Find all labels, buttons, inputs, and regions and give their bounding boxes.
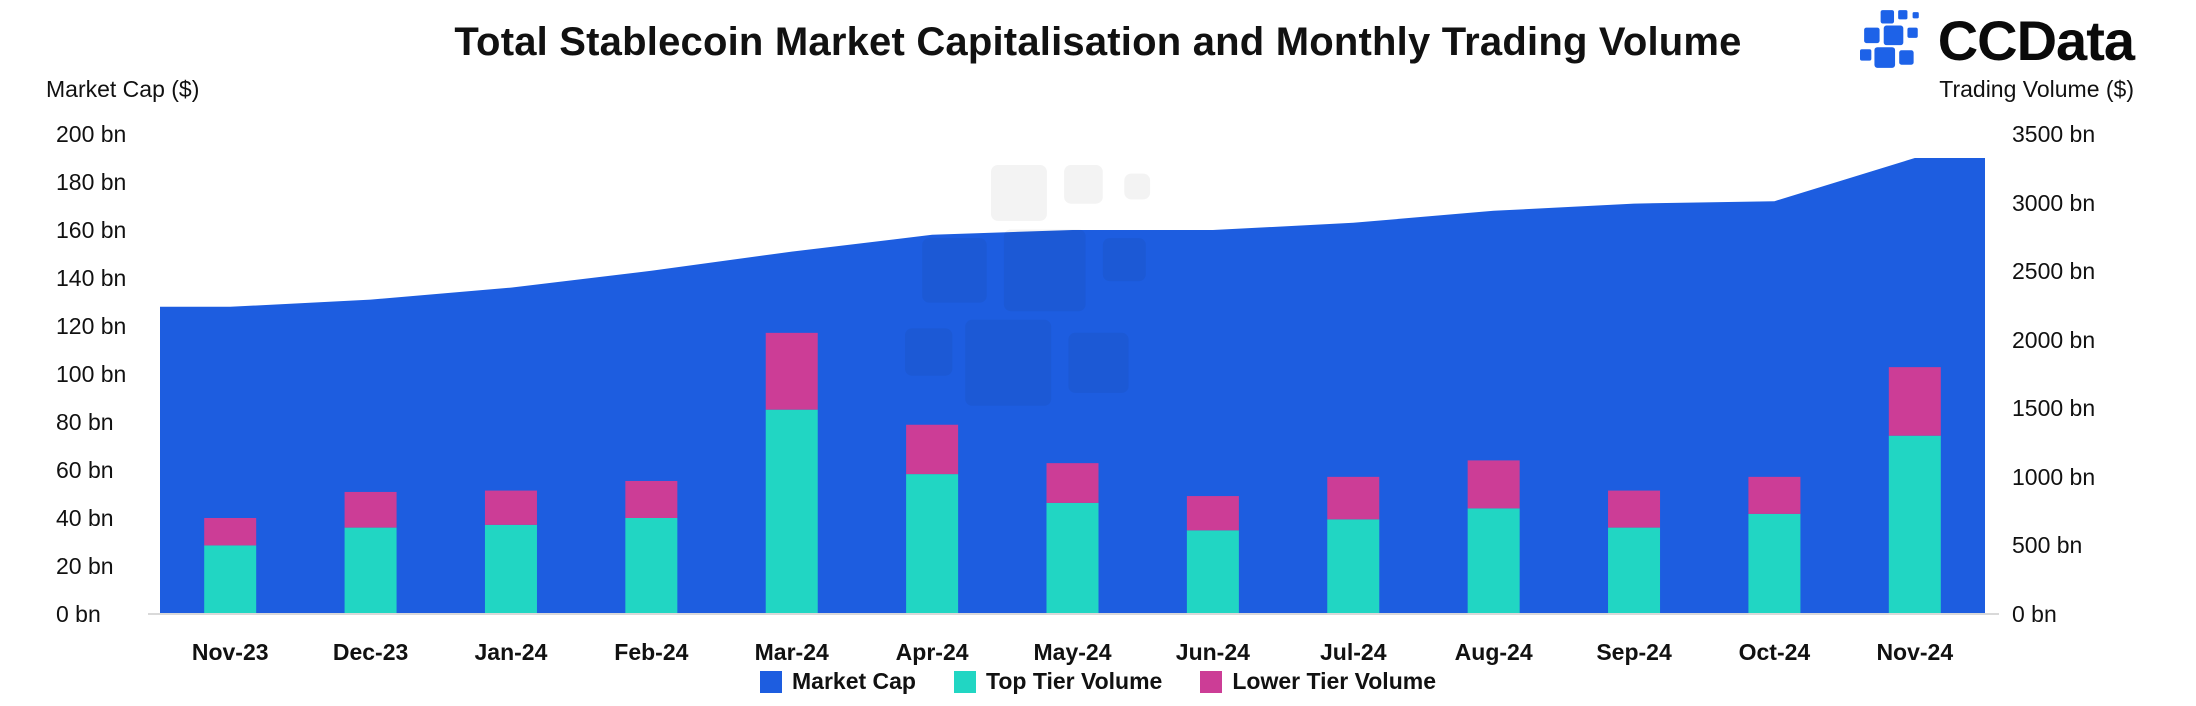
left-axis-tick: 180 bn	[56, 169, 127, 195]
legend-label: Market Cap	[792, 668, 916, 694]
legend-item-lower-tier-volume: Lower Tier Volume	[1200, 668, 1436, 695]
legend-item-market-cap: Market Cap	[760, 668, 916, 695]
right-axis-tick: 3500 bn	[2012, 121, 2096, 147]
chart-legend: Market Cap Top Tier Volume Lower Tier Volu…	[0, 668, 2196, 695]
left-axis-tick: 200 bn	[56, 121, 127, 147]
lower-tier-volume-bar	[1186, 496, 1239, 531]
top-tier-volume-bar	[344, 527, 397, 614]
x-axis-label: Oct-24	[1738, 639, 1811, 665]
x-axis-label: Apr-24	[895, 639, 969, 665]
legend-label: Lower Tier Volume	[1232, 668, 1436, 694]
top-tier-volume-bar	[1186, 530, 1239, 614]
watermark-logo	[905, 165, 1151, 406]
ccdata-logo-icon	[1859, 9, 1919, 68]
top-tier-volume-bar	[1467, 508, 1520, 614]
top-tier-volume-bar	[204, 545, 257, 614]
left-axis-title: Market Cap ($)	[46, 76, 200, 102]
right-axis-tick: 0 bn	[2012, 601, 2057, 627]
left-axis-tick: 0 bn	[56, 601, 101, 627]
top-tier-volume-bar	[1327, 519, 1380, 614]
legend-swatch	[1200, 670, 1223, 693]
lower-tier-volume-bar	[1327, 476, 1380, 520]
x-axis-label: Jan-24	[474, 639, 548, 665]
x-axis-label: Dec-23	[332, 639, 409, 665]
legend-swatch	[760, 670, 782, 693]
left-axis-tick: 120 bn	[56, 313, 127, 339]
lower-tier-volume-bar	[1608, 490, 1661, 528]
x-axis-label: Jul-24	[1320, 639, 1387, 665]
x-axis-label: Aug-24	[1454, 639, 1533, 665]
lower-tier-volume-bar	[906, 424, 959, 475]
lower-tier-volume-bar	[1046, 463, 1099, 503]
x-axis-label: Feb-24	[614, 639, 689, 665]
lower-tier-volume-bar	[1748, 476, 1801, 514]
x-axis-label: Sep-24	[1596, 639, 1672, 665]
right-axis-tick: 1500 bn	[2012, 395, 2096, 422]
top-tier-volume-bar	[906, 474, 959, 614]
ccdata-logo-text: CCData	[1937, 9, 2135, 72]
x-axis-label: Mar-24	[754, 639, 829, 665]
x-axis-label: Jun-24	[1175, 639, 1250, 665]
right-axis-tick: 1000 bn	[2012, 463, 2096, 490]
right-axis-tick: 3000 bn	[2012, 189, 2096, 216]
lower-tier-volume-bar	[1888, 367, 1941, 436]
legend-swatch	[953, 670, 976, 693]
right-axis-tick: 500 bn	[2012, 532, 2083, 559]
lower-tier-volume-bar	[765, 332, 818, 410]
x-axis-label: May-24	[1033, 639, 1112, 665]
top-tier-volume-bar	[1888, 435, 1941, 614]
top-tier-volume-bar	[1748, 513, 1801, 614]
legend-item-top-tier-volume: Top Tier Volume	[953, 668, 1163, 695]
left-axis-tick: 100 bn	[56, 361, 127, 387]
left-axis-tick: 20 bn	[56, 553, 114, 579]
top-tier-volume-bar	[1046, 502, 1099, 614]
x-axis-label: Nov-24	[1876, 639, 1954, 665]
left-axis-tick: 80 bn	[56, 409, 114, 435]
right-axis-tick: 2000 bn	[2012, 326, 2096, 353]
x-axis-label: Nov-23	[191, 639, 269, 665]
lower-tier-volume-bar	[344, 491, 397, 528]
market-cap-area	[160, 158, 1985, 614]
lower-tier-volume-bar	[625, 480, 678, 518]
right-axis-title: Trading Volume ($)	[1939, 76, 2134, 102]
top-tier-volume-bar	[484, 524, 537, 614]
legend-label: Top Tier Volume	[985, 668, 1163, 694]
lower-tier-volume-bar	[484, 490, 537, 525]
lower-tier-volume-bar	[1467, 460, 1520, 509]
lower-tier-volume-bar	[204, 518, 257, 546]
top-tier-volume-bar	[1608, 527, 1661, 614]
top-tier-volume-bar	[765, 409, 818, 614]
left-axis-tick: 140 bn	[56, 265, 127, 291]
left-axis-tick: 40 bn	[56, 505, 114, 531]
left-axis-tick: 160 bn	[56, 217, 127, 243]
top-tier-volume-bar	[625, 518, 678, 614]
right-axis-tick: 2500 bn	[2012, 258, 2096, 285]
ccdata-logo: CCData	[1859, 8, 2135, 73]
chart-title: Total Stablecoin Market Capitalisation a…	[454, 20, 1742, 64]
left-axis-tick: 60 bn	[56, 457, 114, 483]
